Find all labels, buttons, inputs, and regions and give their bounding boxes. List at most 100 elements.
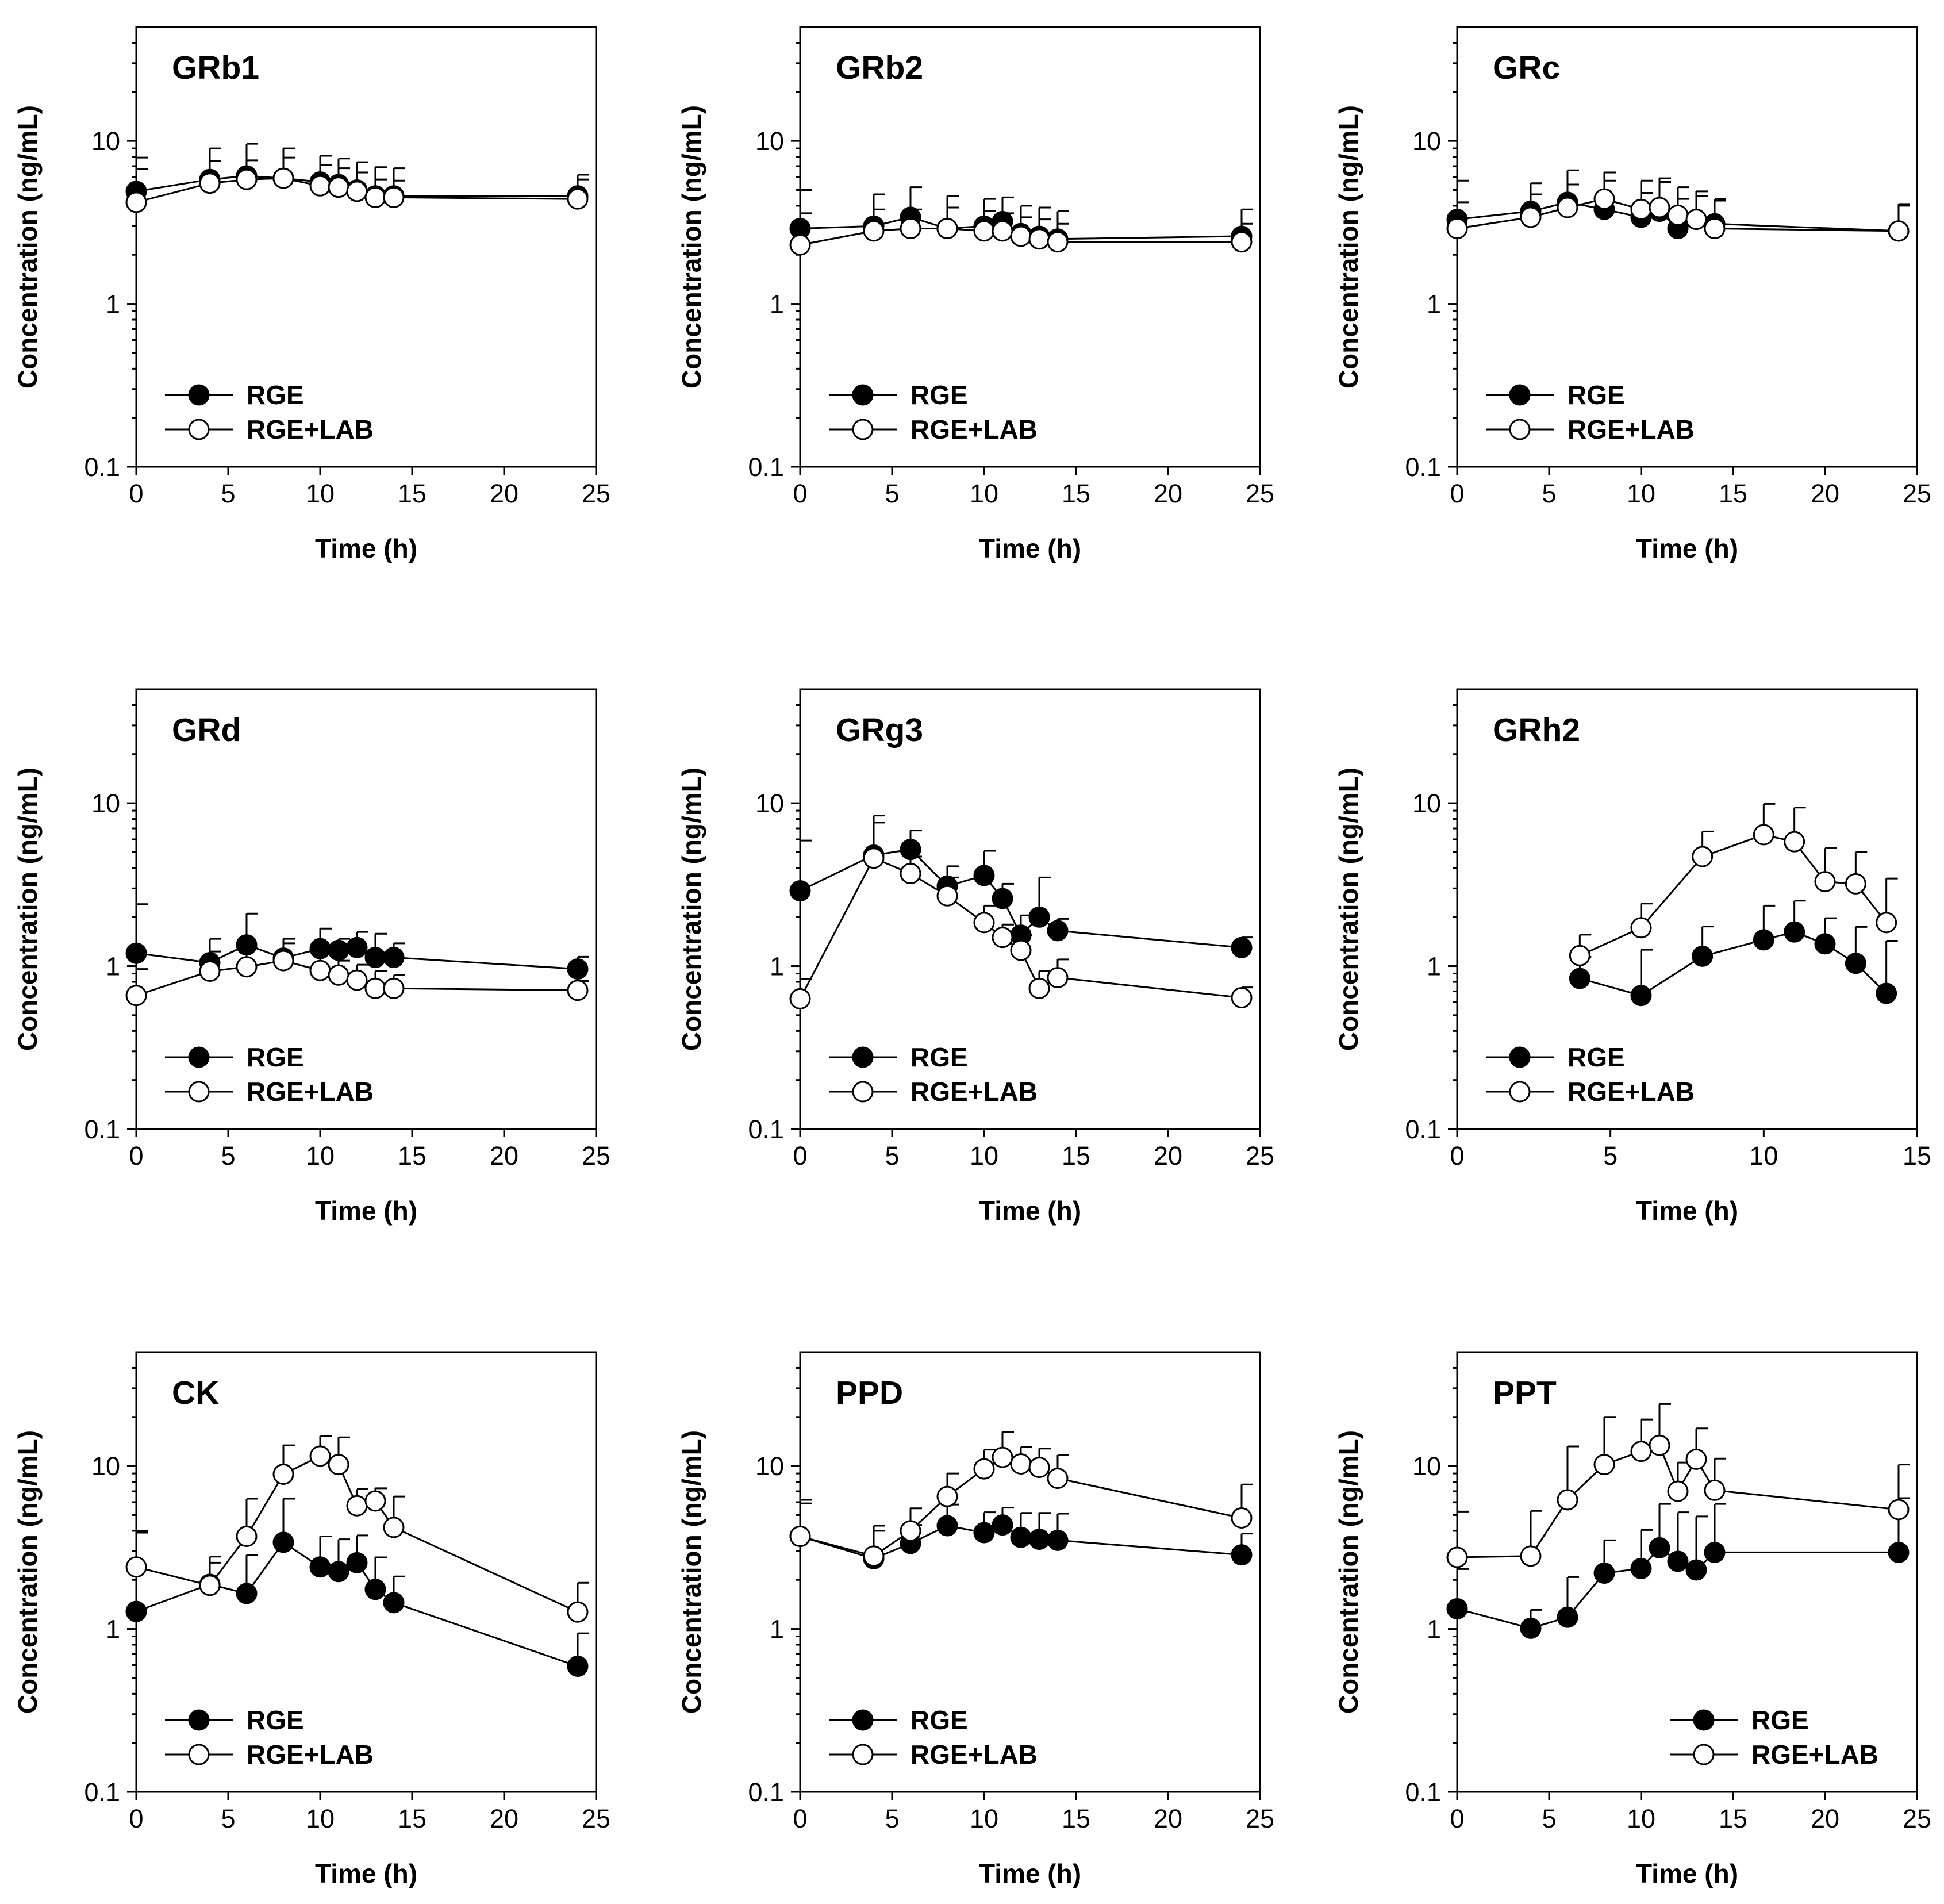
data-point-rge-lab bbox=[973, 220, 995, 242]
data-point-rge bbox=[1814, 933, 1836, 955]
data-point-rge-lab bbox=[1047, 231, 1069, 253]
series-line-rge-lab bbox=[800, 1456, 1242, 1557]
legend-label-rge: RGE bbox=[247, 1042, 304, 1072]
data-point-rge-lab bbox=[309, 1445, 331, 1467]
legend-label-rge-lab: RGE+LAB bbox=[247, 1740, 374, 1769]
panel-ppd: 0 5 10 15 20 25 0.1 1 10 Time (h) Concentration (n… bbox=[677, 1351, 1274, 1888]
legend-label-rge-lab: RGE+LAB bbox=[1568, 1077, 1695, 1107]
data-point-rge-lab bbox=[1685, 209, 1707, 231]
data-point-rge bbox=[1028, 1529, 1050, 1550]
legend-marker-filled-circle bbox=[188, 1046, 210, 1068]
data-point-rge bbox=[236, 934, 258, 956]
data-point-rge bbox=[1876, 982, 1897, 1004]
panel-grd: 0 5 10 15 20 25 0.1 1 10 Time (h) Concentration (n… bbox=[13, 688, 610, 1226]
data-point-rge-lab bbox=[1047, 1468, 1069, 1490]
data-point-rge bbox=[1667, 1550, 1689, 1572]
data-point-rge-lab bbox=[125, 1556, 147, 1578]
x-axis-title: Time (h) bbox=[315, 533, 417, 563]
data-point-rge-lab bbox=[272, 950, 294, 972]
x-axis-title: Time (h) bbox=[979, 533, 1081, 563]
x-tick-label: 5 bbox=[1603, 1141, 1618, 1170]
data-point-rge-lab bbox=[199, 960, 221, 982]
legend-marker-open-circle bbox=[852, 1081, 874, 1103]
data-point-rge-lab bbox=[900, 863, 921, 885]
y-tick-label: 10 bbox=[1412, 126, 1441, 156]
data-point-rge-lab bbox=[1630, 1441, 1652, 1462]
data-point-rge-lab bbox=[1569, 945, 1590, 966]
legend-label-rge-lab: RGE+LAB bbox=[910, 1740, 1038, 1769]
data-point-rge bbox=[364, 1579, 386, 1600]
data-point-rge bbox=[1630, 1557, 1652, 1579]
x-tick-label: 10 bbox=[970, 1141, 998, 1170]
data-point-rge-lab bbox=[1446, 1546, 1468, 1568]
x-axis-title: Time (h) bbox=[315, 1196, 417, 1226]
legend-label-rge: RGE bbox=[910, 380, 968, 410]
data-point-rge-lab bbox=[364, 977, 386, 999]
legend-marker-filled-circle bbox=[1693, 1709, 1715, 1731]
data-point-rge-lab bbox=[1630, 198, 1652, 220]
x-axis-title: Time (h) bbox=[1636, 533, 1738, 563]
data-point-rge bbox=[1753, 929, 1774, 951]
y-tick-label: 1 bbox=[106, 1615, 120, 1644]
legend-marker-filled-circle bbox=[852, 1709, 874, 1731]
y-tick-label: 10 bbox=[91, 126, 120, 156]
data-point-rge-lab bbox=[567, 980, 589, 1001]
data-point-rge-lab bbox=[383, 1517, 405, 1538]
y-axis-title: Concentration (ng/mL) bbox=[677, 1430, 706, 1714]
x-tick-label: 5 bbox=[885, 479, 899, 508]
data-point-rge-lab bbox=[863, 1545, 885, 1567]
data-point-rge bbox=[1047, 920, 1069, 942]
data-point-rge bbox=[328, 939, 349, 961]
data-point-rge-lab bbox=[383, 186, 405, 208]
data-point-rge-lab bbox=[1692, 846, 1714, 867]
x-tick-label: 15 bbox=[398, 479, 427, 508]
x-tick-label: 25 bbox=[1246, 1804, 1274, 1833]
data-point-rge-lab bbox=[863, 847, 885, 869]
panel-grc: 0 5 10 15 20 25 0.1 1 10 Time (h) Concentration (n… bbox=[1334, 26, 1931, 563]
panel-title: GRb1 bbox=[172, 49, 259, 86]
x-tick-label: 5 bbox=[1542, 479, 1556, 508]
data-point-rge bbox=[1520, 1617, 1542, 1639]
data-point-rge bbox=[900, 839, 921, 861]
data-point-rge-lab bbox=[383, 977, 405, 999]
data-point-rge-lab bbox=[1231, 1507, 1253, 1529]
data-point-rge-lab bbox=[1557, 197, 1578, 218]
data-point-rge-lab bbox=[1685, 1448, 1707, 1470]
x-tick-label: 5 bbox=[1542, 1804, 1556, 1833]
panel-title: GRc bbox=[1493, 49, 1560, 86]
y-tick-label: 10 bbox=[91, 789, 120, 818]
legend-marker-filled-circle bbox=[852, 1046, 874, 1068]
data-point-rge-lab bbox=[789, 234, 811, 256]
legend-label-rge-lab: RGE+LAB bbox=[910, 414, 1038, 444]
panel-title: GRg3 bbox=[836, 712, 923, 748]
data-point-rge-lab bbox=[1704, 217, 1726, 239]
legend-label-rge: RGE bbox=[1751, 1705, 1809, 1735]
data-point-rge bbox=[1569, 968, 1590, 989]
data-point-rge bbox=[1692, 945, 1714, 967]
x-tick-label: 10 bbox=[1627, 1804, 1655, 1833]
data-point-rge bbox=[789, 880, 811, 901]
x-tick-label: 5 bbox=[221, 1804, 235, 1833]
data-point-rge bbox=[346, 1552, 368, 1573]
legend-marker-open-circle bbox=[852, 419, 874, 440]
data-point-rge bbox=[1557, 1606, 1578, 1628]
x-tick-label: 20 bbox=[1154, 479, 1182, 508]
y-tick-label: 10 bbox=[1412, 789, 1441, 818]
data-point-rge bbox=[125, 942, 147, 964]
x-tick-label: 0 bbox=[793, 479, 807, 508]
panel-grh2: 0 5 10 15 0.1 1 10 Time (h) Concentration (ng/mL… bbox=[1334, 688, 1931, 1226]
y-tick-label: 1 bbox=[770, 1615, 784, 1644]
x-tick-label: 0 bbox=[1450, 1141, 1464, 1170]
legend-marker-filled-circle bbox=[188, 1709, 210, 1731]
legend-label-rge: RGE bbox=[1568, 1042, 1625, 1072]
data-point-rge-lab bbox=[199, 172, 221, 194]
data-point-rge bbox=[236, 1583, 258, 1604]
data-point-rge-lab bbox=[789, 988, 811, 1009]
y-tick-label: 0.1 bbox=[84, 1778, 120, 1807]
data-point-rge-lab bbox=[1593, 188, 1615, 210]
y-tick-label: 10 bbox=[91, 1452, 120, 1481]
y-axis-title: Concentration (ng/mL) bbox=[13, 1430, 43, 1714]
data-point-rge-lab bbox=[1667, 204, 1689, 226]
x-axis-title: Time (h) bbox=[1636, 1859, 1738, 1888]
x-tick-label: 0 bbox=[129, 1141, 143, 1170]
